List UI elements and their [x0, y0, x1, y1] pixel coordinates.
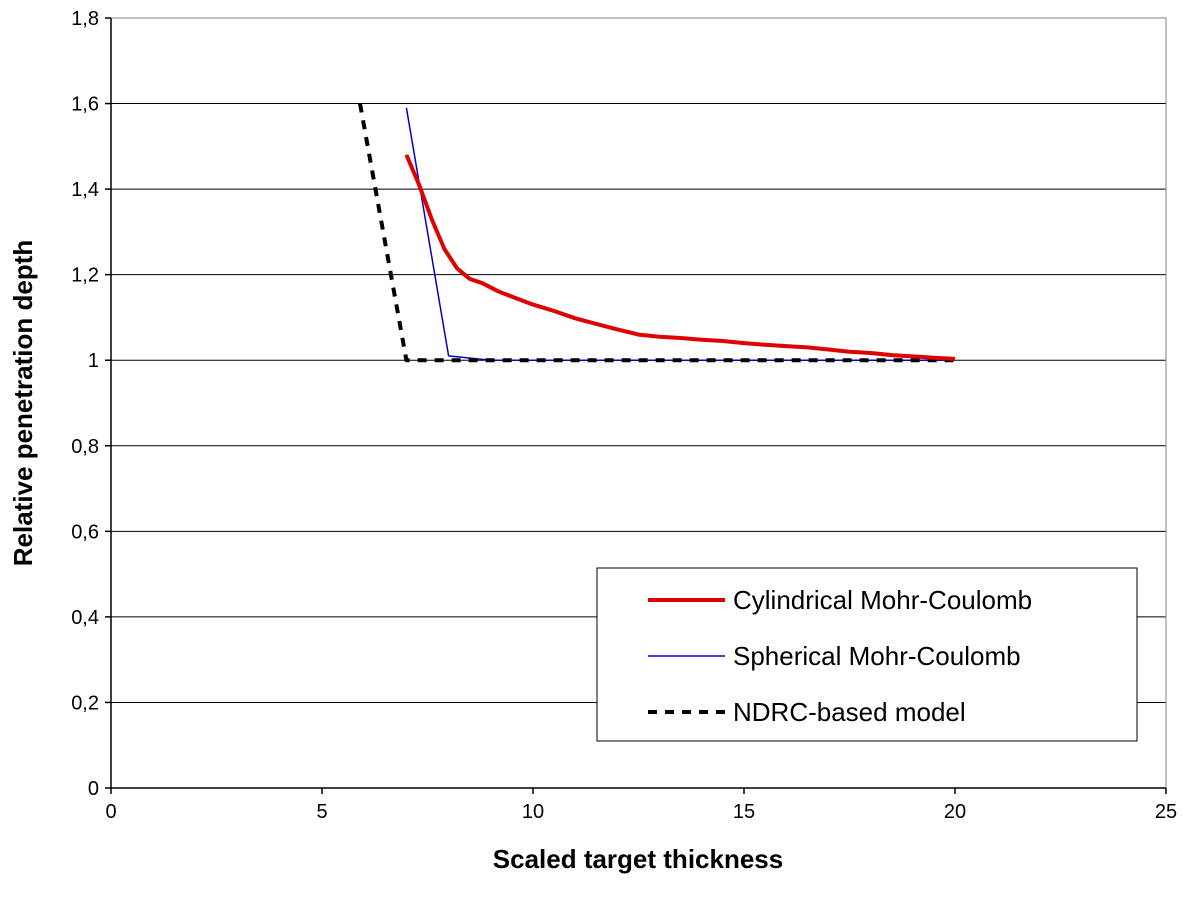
y-tick-label: 0	[88, 778, 99, 800]
y-tick-label: 1,8	[71, 8, 99, 30]
x-tick-label: 10	[522, 801, 544, 823]
series-line-spherical	[405, 107, 955, 361]
x-tick-label: 0	[105, 801, 116, 823]
x-tick-label: 15	[733, 801, 755, 823]
y-tick-label: 0,6	[71, 521, 99, 543]
x-tick-label: 20	[944, 801, 966, 823]
y-tick-label: 0,8	[71, 436, 99, 458]
y-axis-title: Relative penetration depth	[8, 240, 38, 567]
y-tick-label: 1,6	[71, 94, 99, 116]
x-axis-ticks: 0 5 10 15 20 25	[105, 788, 1177, 823]
legend-label-cylindrical: Cylindrical Mohr-Coulomb	[733, 585, 1032, 615]
y-axis-ticks: 0 0,2 0,4 0,6 0,8 1 1,2 1,4 1,6 1,8	[71, 8, 111, 800]
x-tick-label: 25	[1155, 801, 1177, 823]
legend: Cylindrical Mohr-Coulomb Spherical Mohr-…	[596, 567, 1138, 742]
legend-label-ndrc: NDRC-based model	[733, 697, 966, 727]
legend-label-spherical: Spherical Mohr-Coulomb	[733, 641, 1021, 671]
y-tick-label: 0,2	[71, 692, 99, 714]
series-layer	[358, 103, 956, 363]
x-tick-label: 5	[316, 801, 327, 823]
y-tick-label: 1,2	[71, 265, 99, 287]
y-tick-label: 0,4	[71, 607, 99, 629]
series-line-cylindrical	[404, 154, 956, 361]
y-tick-label: 1	[88, 350, 99, 372]
y-tick-label: 1,4	[71, 179, 99, 201]
series-line-ndrc	[358, 103, 955, 363]
x-axis-title: Scaled target thickness	[493, 844, 783, 874]
